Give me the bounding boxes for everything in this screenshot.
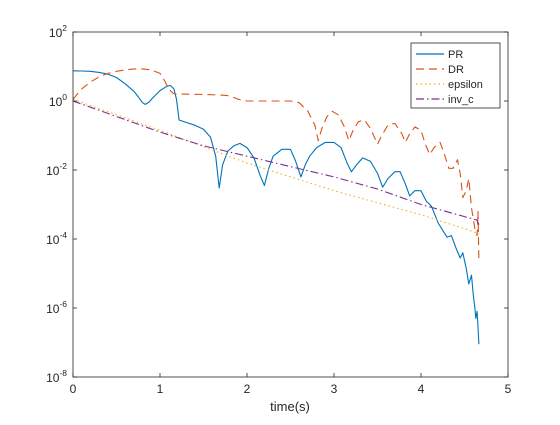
legend-label-epsilon: epsilon xyxy=(448,79,483,91)
y-tick-label: 10-6 xyxy=(46,299,67,316)
series-line-pr xyxy=(73,70,480,345)
y-tick-label: 10-8 xyxy=(46,368,67,385)
x-tick-label: 5 xyxy=(505,382,512,396)
y-tick-label: 100 xyxy=(49,92,67,109)
x-axis-label: time(s) xyxy=(270,399,310,414)
x-tick-label: 2 xyxy=(244,382,251,396)
y-tick-labels: 10-8 10-6 10-4 10-2 100 102 xyxy=(46,23,67,385)
series-line-inv-c xyxy=(73,100,480,226)
y-tick-label: 10-4 xyxy=(46,230,67,247)
legend-label-inv-c: inv_c xyxy=(448,94,474,106)
legend-label-dr: DR xyxy=(448,64,464,76)
x-tick-label: 3 xyxy=(331,382,338,396)
y-tick-label: 102 xyxy=(49,23,67,40)
y-tick-label: 10-2 xyxy=(46,161,67,178)
legend: PR DR epsilon inv_c xyxy=(410,42,501,109)
series-line-dr xyxy=(73,68,480,262)
x-tick-label: 4 xyxy=(418,382,425,396)
x-tick-label: 1 xyxy=(157,382,164,396)
x-tick-label: 0 xyxy=(70,382,77,396)
legend-label-pr: PR xyxy=(448,49,463,61)
x-tick-labels: 0 1 2 3 4 5 xyxy=(70,382,512,396)
plot-frame xyxy=(72,31,509,378)
series-layer xyxy=(73,68,480,345)
